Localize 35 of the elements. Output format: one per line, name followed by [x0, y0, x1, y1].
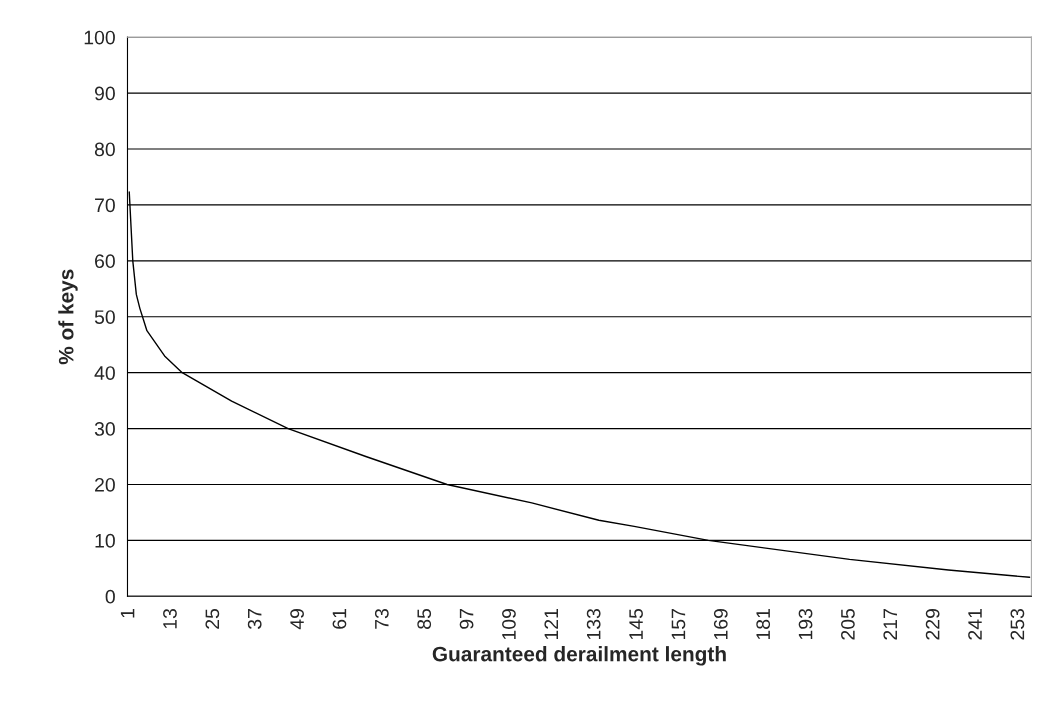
- y-tick-label: 80: [94, 142, 115, 157]
- x-tick-label: 73: [374, 608, 389, 629]
- y-axis-title: % of keys: [58, 269, 78, 365]
- x-tick-label: 13: [163, 608, 177, 629]
- y-tick-label: 50: [94, 310, 115, 324]
- y-tick-label: 0: [105, 589, 115, 604]
- y-tick-label: 60: [95, 254, 115, 269]
- x-tick-label: 109: [502, 609, 516, 640]
- y-tick-label: 100: [84, 30, 115, 45]
- x-tick-label: 37: [247, 609, 262, 629]
- y-tick-label: 90: [94, 86, 115, 101]
- x-tick-label: 25: [205, 608, 220, 629]
- x-tick-label: 205: [841, 608, 855, 640]
- y-tick-label: 30: [94, 422, 115, 436]
- x-tick-label: 157: [671, 609, 686, 640]
- x-tick-label: 1: [120, 609, 135, 618]
- x-tick-label: 217: [883, 609, 897, 640]
- x-tick-label: 49: [290, 609, 304, 630]
- x-tick-label: 133: [586, 608, 601, 640]
- y-tick-label: 70: [95, 198, 115, 213]
- x-tick-label: 145: [629, 608, 643, 640]
- x-tick-label: 85: [417, 608, 432, 629]
- x-tick-label: 97: [459, 609, 474, 629]
- x-tick-label: 229: [925, 609, 940, 640]
- y-tick-label: 20: [95, 477, 115, 492]
- x-tick-label: 121: [544, 609, 558, 640]
- x-tick-label: 241: [968, 609, 982, 640]
- x-tick-label: 61: [332, 609, 347, 629]
- y-tick-label: 10: [95, 533, 115, 548]
- x-tick-label: 169: [713, 609, 728, 640]
- x-tick-label: 181: [756, 609, 771, 640]
- y-tick-label: 40: [94, 366, 115, 380]
- x-tick-label: 193: [798, 608, 813, 640]
- x-axis-title: Guaranteed derailment length: [432, 646, 726, 666]
- x-tick-label: 253: [1010, 608, 1025, 640]
